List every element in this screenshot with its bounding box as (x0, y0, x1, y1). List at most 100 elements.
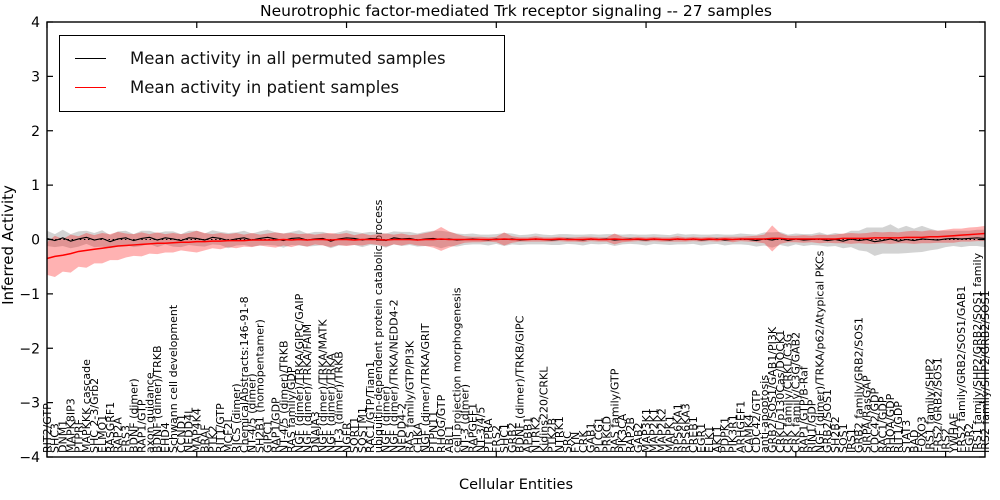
x-tick-label: SORT1 (348, 417, 361, 453)
x-tick-label: NGF (dimer)/TRKA (325, 353, 338, 453)
x-tick-label: CREB1 (687, 416, 700, 453)
x-tick-label: NEDD4-2 (396, 403, 409, 453)
x-axis-label: Cellular Entities (458, 477, 574, 493)
x-tick-label: BRAF (198, 424, 211, 453)
x-tick-label: NGF (dimer)/TRKA/p62/Atypical PKCs (813, 250, 826, 453)
x-tick-label: RAP1/GTP/B-Raf (798, 365, 811, 453)
x-tick-label: RHOG/GTP (435, 394, 448, 453)
x-tick-label: CDC42/GTP (750, 390, 763, 453)
x-tick-label: NEDD4L (183, 407, 196, 453)
x-tick-label: PTPN11 (427, 411, 440, 453)
x-tick-label: RHOA/GDP (884, 393, 897, 453)
y-tick-label: −2 (19, 341, 40, 357)
x-tick-label: NGF (dimer) (380, 386, 393, 453)
x-tick-label: BDNF (dimer)/TRKB (151, 345, 164, 453)
x-tick-label: NT-3 (dimer) (459, 384, 472, 453)
x-tick-label: GRB2/SOS1/GAB1/PI3K (766, 326, 779, 453)
y-tick-label: 0 (31, 233, 40, 249)
x-tick-label: CDC42/GDP (868, 387, 881, 453)
x-tick-label: NT-4/5 (dimer) (246, 373, 259, 453)
x-tick-label: PDPK1 (719, 417, 732, 453)
x-tick-label: ARHGEF1 (734, 401, 747, 453)
y-tick-label: 3 (31, 69, 40, 85)
x-tick-label: RPS6KA1 (671, 403, 684, 453)
x-tick-label: FRS3 (120, 425, 133, 453)
x-tick-label: SOS1 (837, 423, 850, 453)
y-tick-label: 4 (31, 15, 40, 31)
x-tick-label: NGF (dimer)/TRKA/MATK (317, 319, 330, 453)
x-tick-label: NGF (dimer)/TRKA/GRIT (419, 323, 432, 453)
y-axis-label: Inferred Activity (0, 185, 17, 305)
x-tick-label: PIK3R1 (727, 414, 740, 453)
x-tick-label: STAT3 (900, 420, 913, 453)
x-tick-label: NGF (dimer)/TRKA/GIPC/GAIP (293, 293, 306, 453)
patient-line-swatch (75, 87, 106, 88)
x-tick-label: NTRK1 (553, 416, 566, 453)
x-tick-label: RASGRF1 (104, 402, 117, 453)
x-tick-label: YWHAE (947, 413, 960, 454)
x-tick-label: FRS2 family/GRB2/SOS1/GAB1 (955, 286, 968, 453)
x-tick-label: RPS6KA3 (679, 403, 692, 453)
x-tick-label: ELK1 (703, 426, 716, 453)
x-tick-label: GIPC1 (262, 420, 275, 453)
x-tick-label: RAP2B (624, 417, 637, 453)
y-tick-label: −1 (19, 287, 40, 303)
x-tick-label: MAP3K1 (640, 408, 653, 453)
x-tick-label: EGR2 (963, 423, 976, 453)
x-tick-label: MAPK1 (664, 415, 677, 453)
x-tick-label: NTRK2 (530, 416, 543, 453)
x-tick-label: MCF2L (222, 416, 235, 453)
x-tick-label: GRB2 family/GRB2/SOS1 (853, 317, 866, 453)
x-tick-label: PTPRA (482, 418, 495, 453)
x-tick-label: RAS family/GDP (285, 366, 298, 453)
x-ticks (46, 22, 947, 457)
x-tick-label: MAP2K2 (656, 408, 669, 453)
legend-entry-patient: Mean activity in patient samples (60, 73, 504, 102)
x-tick-label: CRK family/CRKL/C3G (782, 334, 795, 453)
x-tick-label: GAB1 (585, 422, 598, 453)
x-tick-label: SHC3 (49, 423, 62, 453)
x-tick-label: NGF (dimer)/TRKA/FAIM (301, 324, 314, 453)
x-tick-label: SIRPA/RasGAP (861, 375, 874, 453)
x-tick-label: RAS family/GTP/PI3K (403, 340, 416, 453)
legend-entry-permuted: Mean activity in all permuted samples (60, 44, 504, 73)
x-tick-label: NT-3/4/5 (474, 407, 487, 453)
x-tick-label: PRKCD (600, 416, 613, 453)
y-tick-label: −3 (19, 396, 40, 412)
legend-label: Mean activity in patient samples (130, 78, 400, 97)
x-tick-label: PIK3CA (616, 413, 629, 453)
x-tick-label: axon guidance (143, 372, 156, 453)
x-tick-label: cell projection morphogenesis (451, 287, 464, 453)
x-tick-label: MAPKKK cascade (80, 359, 93, 453)
y-tick-label: −4 (19, 450, 40, 466)
x-tick-label: AKT1 (711, 425, 724, 453)
x-tick-label: NT-3 (dimer)/TRKB (332, 351, 345, 453)
x-tick-label: GAB2 (632, 422, 645, 453)
x-tick-label: RAC1/GTP/Tiam1 (364, 361, 377, 453)
x-tick-label: FOXO3 (916, 416, 929, 453)
x-tick-label: RIN1/GDP (805, 399, 818, 453)
legend: Mean activity in all permuted samples Me… (59, 35, 505, 112)
x-tick-label: NT-4/5 (dimer)/TRKB (277, 340, 290, 453)
x-tick-label: RAC1/GDP (876, 396, 889, 453)
x-tick-label: SRC (561, 431, 574, 453)
x-tick-label: RAPGEF1 (466, 403, 479, 453)
x-tick-label: CRK family/C3G/GAB2 (790, 332, 803, 453)
x-tick-label: CAMK4 (742, 414, 755, 453)
x-tick-label: CCND1 (175, 414, 188, 453)
x-tick-label: IRS2 (939, 428, 952, 453)
x-tick-label: Schwann cell development (167, 304, 180, 453)
patient-mean-line (46, 232, 986, 260)
x-tick-label: PTK2B (545, 418, 558, 453)
x-tick-label: MAPK8IP3 (64, 398, 77, 453)
x-tick-label: ABL1 (443, 425, 456, 453)
x-tick-label: CHKA (411, 422, 424, 453)
x-tick-label: SHC 2-3/Grb2 (88, 378, 101, 453)
chart-title: Neurotrophic factor-mediated Trk recepto… (260, 2, 772, 20)
x-tick-label: APBB1 (522, 417, 535, 453)
x-tick-label: FRS2 (490, 425, 503, 453)
x-tick-label: ELMO1 (96, 415, 109, 453)
